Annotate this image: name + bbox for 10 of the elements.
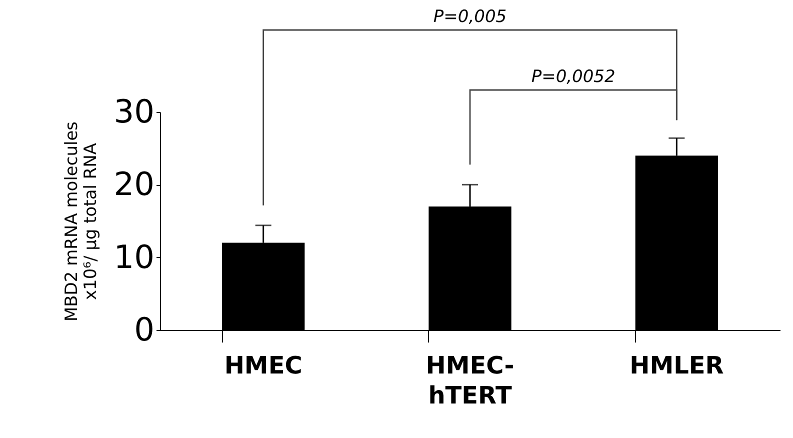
- x-tick-label: HMEC: [224, 352, 302, 380]
- x-tick-label: HMEC-hTERT: [426, 352, 514, 410]
- y-axis-title: MBD2 mRNA molecules x10⁶/ µg total RNA: [62, 121, 101, 322]
- y-tick-label: 20: [114, 165, 154, 204]
- text: P=0,0052: [531, 67, 616, 87]
- y-tick-label: 30: [114, 92, 154, 130]
- text: P=0,005: [433, 7, 507, 27]
- y-tick-label: 0: [134, 310, 154, 348]
- y-tick-label: 10: [114, 238, 154, 276]
- x-tick-label: HMLER: [630, 352, 724, 380]
